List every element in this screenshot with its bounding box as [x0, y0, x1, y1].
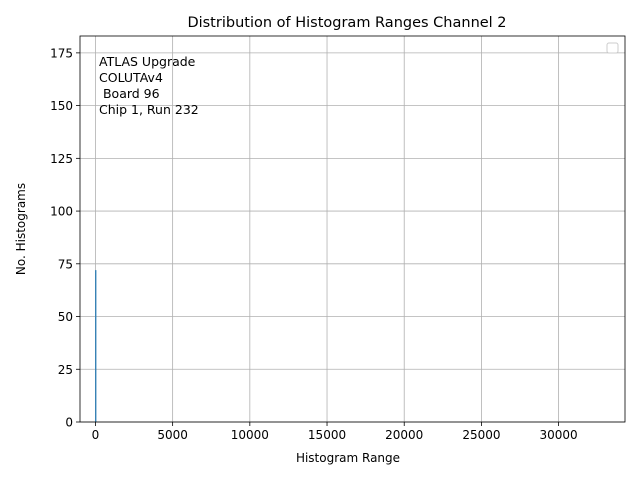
- x-ticks: 0 5000 10000 15000 20000 25000 30000: [92, 422, 578, 442]
- annotation-line: COLUTAv4: [99, 70, 163, 85]
- run-annotation: ATLAS Upgrade COLUTAv4 Board 96 Chip 1, …: [99, 54, 199, 117]
- plot-frame: [79, 35, 626, 423]
- x-tick-label: 0: [92, 428, 100, 442]
- x-tick-label: 10000: [231, 428, 269, 442]
- y-tick-label: 75: [58, 257, 73, 271]
- y-ticks: 0 25 50 75 100 125 150 175: [50, 46, 80, 430]
- annotation-line: ATLAS Upgrade: [99, 54, 196, 69]
- y-grid: [80, 52, 625, 423]
- histogram-bar: [95, 270, 97, 422]
- y-tick-label: 25: [58, 363, 73, 377]
- annotation-line: Chip 1, Run 232: [99, 102, 199, 117]
- x-axis-label: Histogram Range: [296, 451, 400, 465]
- bars: [95, 270, 97, 422]
- y-tick-label: 150: [50, 99, 73, 113]
- x-tick-label: 30000: [540, 428, 578, 442]
- legend-box: [606, 42, 619, 54]
- x-tick-label: 20000: [385, 428, 423, 442]
- annotation-line: Board 96: [99, 86, 160, 101]
- x-tick-label: 5000: [157, 428, 188, 442]
- y-tick-label: 100: [50, 205, 73, 219]
- x-tick-label: 25000: [462, 428, 500, 442]
- x-tick-label: 15000: [308, 428, 346, 442]
- y-tick-label: 175: [50, 46, 73, 60]
- x-grid: [95, 36, 560, 422]
- y-tick-label: 0: [65, 416, 73, 430]
- y-axis-label: No. Histograms: [14, 183, 28, 275]
- chart-title: Distribution of Histogram Ranges Channel…: [187, 15, 506, 31]
- y-tick-label: 50: [58, 310, 73, 324]
- y-tick-label: 125: [50, 152, 73, 166]
